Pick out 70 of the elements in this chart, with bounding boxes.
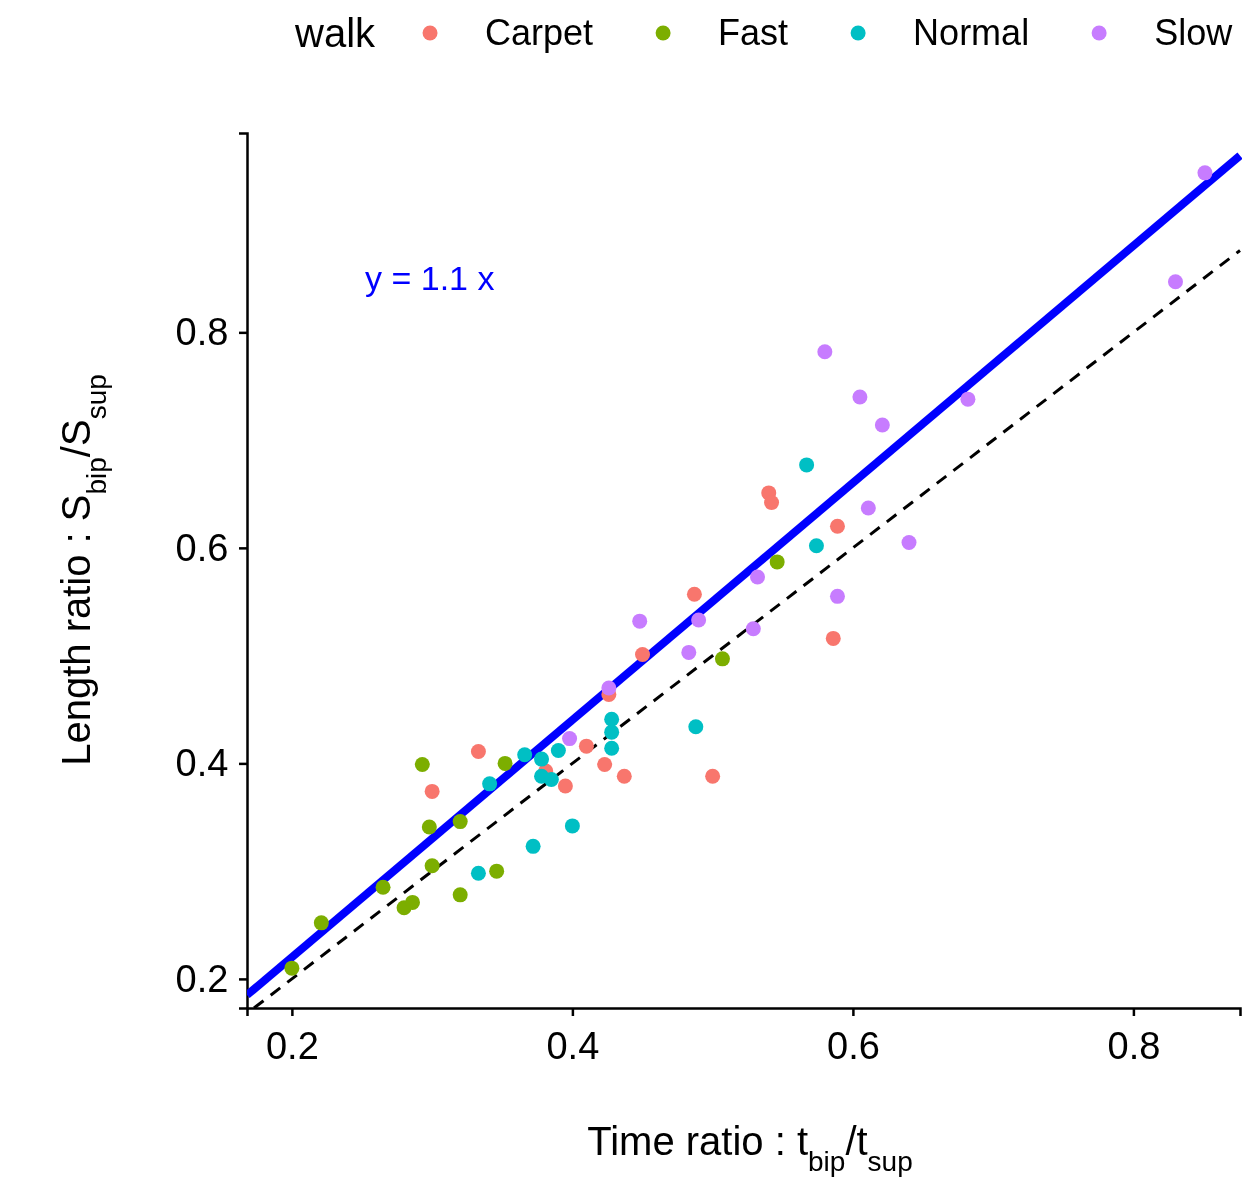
y-tick-label: 0.8 [175, 311, 229, 354]
point [452, 887, 468, 903]
legend-label: Normal [913, 12, 1030, 53]
point [557, 778, 573, 794]
point [808, 538, 824, 554]
point [470, 865, 486, 881]
point [1197, 165, 1213, 181]
legend-title: walk [294, 11, 377, 55]
point [705, 768, 721, 784]
point [604, 724, 620, 740]
point [764, 495, 780, 511]
point [517, 747, 533, 763]
point [534, 751, 550, 767]
point [817, 344, 833, 360]
point [960, 391, 976, 407]
point [470, 744, 486, 760]
point [489, 863, 505, 879]
annotation: y = 1.1 x [365, 259, 495, 297]
point [424, 783, 440, 799]
point [714, 651, 730, 667]
point [525, 838, 541, 854]
point [543, 772, 559, 788]
point [313, 915, 329, 931]
y-tick-label: 0.4 [175, 742, 229, 785]
point [688, 719, 704, 735]
point [686, 586, 702, 602]
point [750, 569, 766, 585]
point [405, 894, 420, 910]
point [616, 768, 632, 784]
x-axis-title: Time ratio : t$_{bip}$/t$_{sup}$ [587, 1119, 913, 1177]
point [769, 554, 785, 570]
point [284, 960, 300, 976]
point [635, 647, 651, 663]
legend-label: Fast [718, 12, 789, 53]
point [829, 518, 845, 534]
x-tick-label: 0.4 [546, 1024, 600, 1067]
point [825, 630, 841, 646]
x-tick-label: 0.8 [1107, 1024, 1161, 1067]
point [424, 858, 440, 874]
point [745, 621, 761, 637]
point [632, 613, 648, 629]
legend-label: Slow [1154, 12, 1234, 53]
point [375, 879, 391, 895]
point [604, 711, 620, 727]
x-tick-label: 0.6 [826, 1024, 880, 1067]
point [421, 819, 437, 835]
point [860, 500, 876, 516]
legend-label: Carpet [485, 12, 594, 53]
point [452, 814, 468, 830]
point [691, 612, 707, 628]
y-tick-label: 0.6 [175, 526, 229, 569]
point [852, 389, 868, 405]
point [597, 756, 613, 772]
point [601, 680, 617, 696]
point [799, 457, 815, 473]
point [1167, 274, 1183, 290]
point [604, 740, 620, 756]
point [874, 417, 890, 433]
point [901, 534, 917, 550]
point [562, 731, 578, 747]
point [578, 738, 594, 754]
x-tick-label: 0.2 [265, 1024, 319, 1067]
point [564, 818, 580, 834]
point [497, 755, 513, 771]
point [550, 742, 566, 758]
point [414, 756, 430, 772]
point [829, 588, 845, 604]
point [681, 644, 697, 660]
point [482, 776, 498, 792]
y-tick-label: 0.2 [175, 957, 229, 1000]
